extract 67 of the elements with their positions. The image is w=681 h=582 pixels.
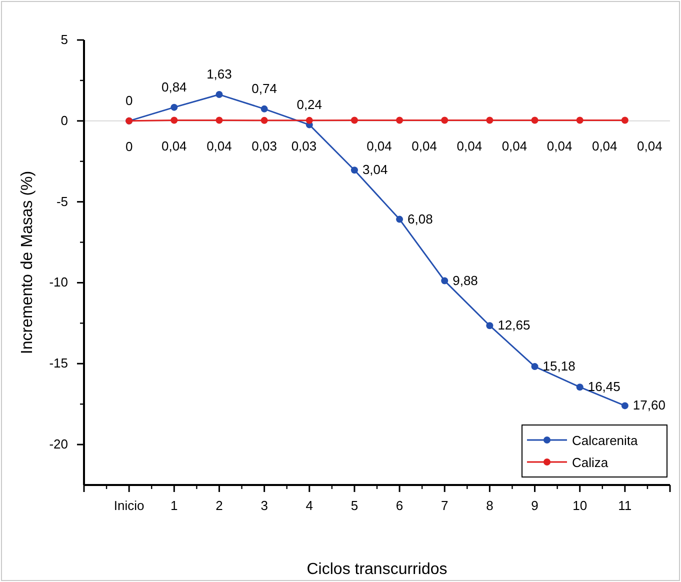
x-tick-label: 10 (572, 498, 588, 513)
annotation: 6,08 (408, 211, 433, 226)
data-label: 0,04 (412, 138, 437, 154)
point (396, 216, 404, 223)
point (350, 166, 358, 174)
legend-label: Calcarenita (572, 433, 639, 448)
annotation: 9,88 (452, 272, 478, 288)
point (531, 363, 538, 370)
annotation: 15,18 (542, 358, 576, 374)
point (170, 104, 178, 111)
point (306, 116, 313, 124)
point (441, 277, 448, 284)
x-tick-label: 2 (216, 498, 223, 513)
annotation: 16,45 (588, 379, 620, 394)
data-label: 0,74 (252, 80, 277, 96)
x-tick-label: 9 (531, 498, 538, 513)
x-axis-title: Ciclos transcurridos (306, 561, 448, 578)
data-label: 0,04 (366, 138, 392, 154)
y-axis-title: Incremento de Masas (%) (19, 170, 36, 354)
annotation: 0,24 (296, 96, 322, 112)
point (170, 116, 178, 124)
y-tick-label: -5 (56, 194, 68, 209)
y-tick-label: -10 (49, 274, 68, 290)
data-label: 0 (125, 92, 133, 108)
data-label: 0,03 (252, 138, 277, 154)
data-label: 0,04 (206, 138, 232, 154)
data-label: 0,84 (162, 79, 187, 94)
point (621, 116, 628, 124)
data-label: 0,04 (592, 138, 618, 154)
point (531, 116, 538, 124)
point (441, 116, 448, 124)
point (576, 384, 584, 391)
point (486, 116, 494, 124)
x-tick-label: 5 (350, 498, 358, 513)
data-label: 0,04 (502, 138, 528, 154)
annotation: 17,60 (632, 398, 666, 413)
x-tick-label: 11 (618, 498, 632, 513)
x-tick-label: 3 (260, 498, 268, 513)
y-tick-label: 5 (60, 32, 68, 47)
point (486, 322, 494, 330)
x-tick-label: 1 (170, 498, 178, 513)
point (260, 116, 268, 124)
data-label: 0,04 (637, 138, 662, 154)
point (260, 105, 268, 112)
point (621, 402, 628, 410)
y-tick-label: -15 (49, 356, 68, 371)
legend-label: Caliza (572, 455, 609, 470)
data-label: 0 (125, 138, 133, 154)
x-tick-label: Inicio (114, 498, 144, 513)
data-label: 0,04 (546, 138, 572, 154)
annotation: 3,04 (362, 162, 388, 178)
data-label: 0,03 (291, 138, 317, 154)
x-tick-label: 7 (441, 498, 448, 513)
x-tick-label: 4 (306, 498, 313, 513)
point (216, 116, 223, 124)
point (396, 116, 404, 124)
data-label: 0,04 (456, 138, 482, 154)
point (216, 91, 223, 98)
point (576, 116, 584, 124)
data-label: 0,04 (162, 138, 187, 154)
y-tick-label: -20 (49, 436, 68, 452)
point (350, 116, 358, 124)
x-tick-label: 6 (396, 498, 404, 513)
data-label: 1,63 (206, 66, 232, 82)
y-tick-label: 0 (60, 112, 68, 128)
x-tick-label: 8 (486, 498, 494, 513)
annotation: 12,65 (498, 318, 530, 333)
